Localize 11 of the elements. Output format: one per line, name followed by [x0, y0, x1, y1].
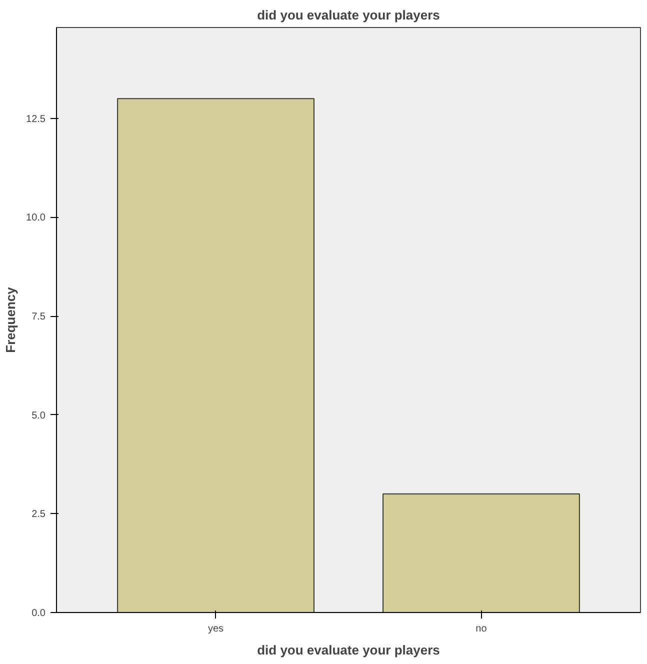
- y-tick-label: 10.0: [26, 212, 46, 224]
- chart-title: did you evaluate your players: [257, 8, 440, 22]
- x-axis-title: did you evaluate your players: [257, 642, 440, 658]
- y-tick-label: 2.5: [32, 509, 46, 520]
- y-tick-label: 0.0: [32, 608, 46, 619]
- y-tick-label: 7.5: [32, 312, 46, 323]
- x-tick-label: yes: [208, 624, 224, 634]
- y-axis-title: Frequency: [3, 286, 18, 353]
- x-tick-label: no: [476, 624, 488, 634]
- y-tick-label: 5.0: [32, 410, 46, 422]
- y-tick-label: 12.5: [26, 114, 46, 125]
